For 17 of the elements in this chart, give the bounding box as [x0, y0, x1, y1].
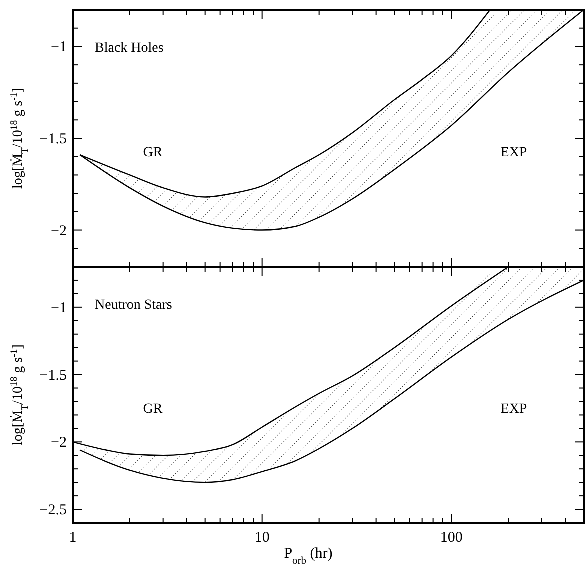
x-axis-title: P$_{orb}$ (hr)	[284, 546, 333, 566]
text: Neutron Stars	[95, 298, 172, 313]
y-tick-label: −2.5	[40, 502, 67, 519]
y-tick-label: −1.5	[40, 132, 67, 148]
annotation: GR	[143, 402, 164, 417]
annotation: EXP	[500, 145, 528, 160]
annotation: GR	[143, 145, 164, 160]
y-tick-label: −1	[51, 40, 67, 56]
y-tick-label: −1	[51, 300, 67, 316]
y-tick-label: −1.5	[40, 368, 67, 384]
x-tick-label: 1	[69, 530, 77, 546]
text: Black Holes	[95, 41, 164, 56]
y-tick-label: −2	[51, 435, 67, 452]
annotation: EXP	[500, 402, 528, 417]
x-tick-label: 100	[440, 530, 463, 546]
y-tick-label: −2	[51, 223, 67, 240]
x-tick-label: 10	[254, 530, 270, 546]
